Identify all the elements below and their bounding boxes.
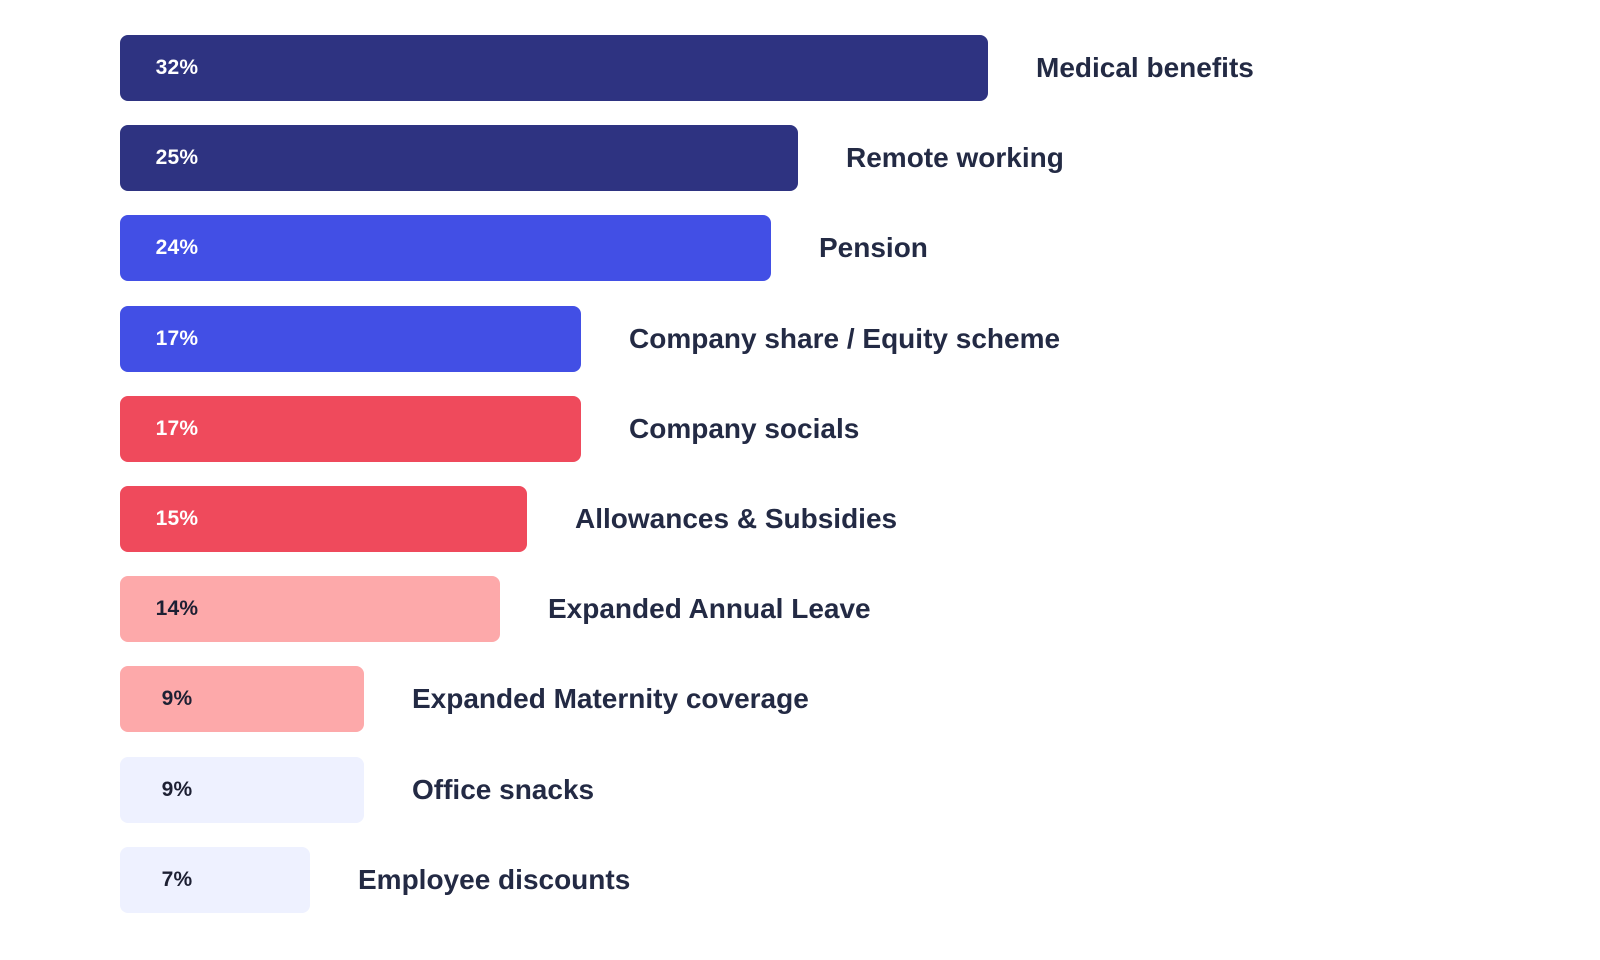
bar: 14% [120, 576, 500, 642]
bar-value-label: 9% [161, 687, 193, 710]
category-label: Office snacks [412, 774, 595, 805]
bar-value-label: 17% [155, 327, 199, 350]
category-label: Pension [819, 232, 928, 263]
bar: 32% [120, 35, 988, 101]
bar-value-label: 14% [155, 597, 199, 620]
bar-value-label: 7% [161, 868, 193, 891]
bar-value-label: 24% [155, 236, 199, 259]
category-label: Remote working [846, 142, 1064, 173]
bar: 24% [120, 215, 771, 281]
bar: 9% [120, 757, 364, 823]
bar: 7% [120, 847, 310, 913]
bar: 15% [120, 486, 527, 552]
bar-value-label: 25% [155, 146, 199, 169]
bar: 25% [120, 125, 798, 191]
category-label: Medical benefits [1036, 52, 1254, 83]
category-label: Expanded Maternity coverage [412, 683, 809, 714]
bar-value-label: 9% [161, 778, 193, 801]
category-label: Allowances & Subsidies [575, 503, 898, 534]
bar: 17% [120, 396, 581, 462]
category-label: Employee discounts [358, 864, 631, 895]
category-label: Expanded Annual Leave [548, 593, 871, 624]
category-label: Company socials [629, 413, 860, 444]
bar: 17% [120, 306, 581, 372]
bar-value-label: 17% [155, 417, 199, 440]
category-label: Company share / Equity scheme [629, 323, 1061, 354]
bar-value-label: 32% [155, 56, 199, 79]
bar: 9% [120, 666, 364, 732]
bar-value-label: 15% [155, 507, 199, 530]
